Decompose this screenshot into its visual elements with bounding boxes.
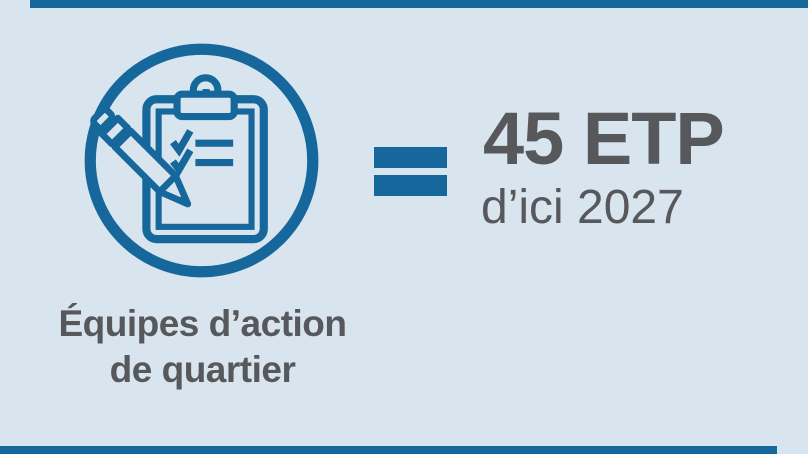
bottom-accent-bar (0, 446, 777, 454)
clipboard-checklist-pencil-icon (78, 38, 323, 283)
value-headline: 45 ETP (483, 97, 725, 180)
icon-caption: Équipes d’action de quartier (0, 301, 405, 393)
icon-caption-line1: Équipes d’action (58, 303, 347, 344)
equals-icon (374, 147, 447, 196)
equals-bar-top (374, 147, 447, 168)
top-accent-bar (30, 0, 808, 8)
equals-bar-bottom (374, 175, 447, 196)
value-subline: d’ici 2027 (481, 181, 684, 234)
icon-caption-line2: de quartier (109, 349, 296, 390)
